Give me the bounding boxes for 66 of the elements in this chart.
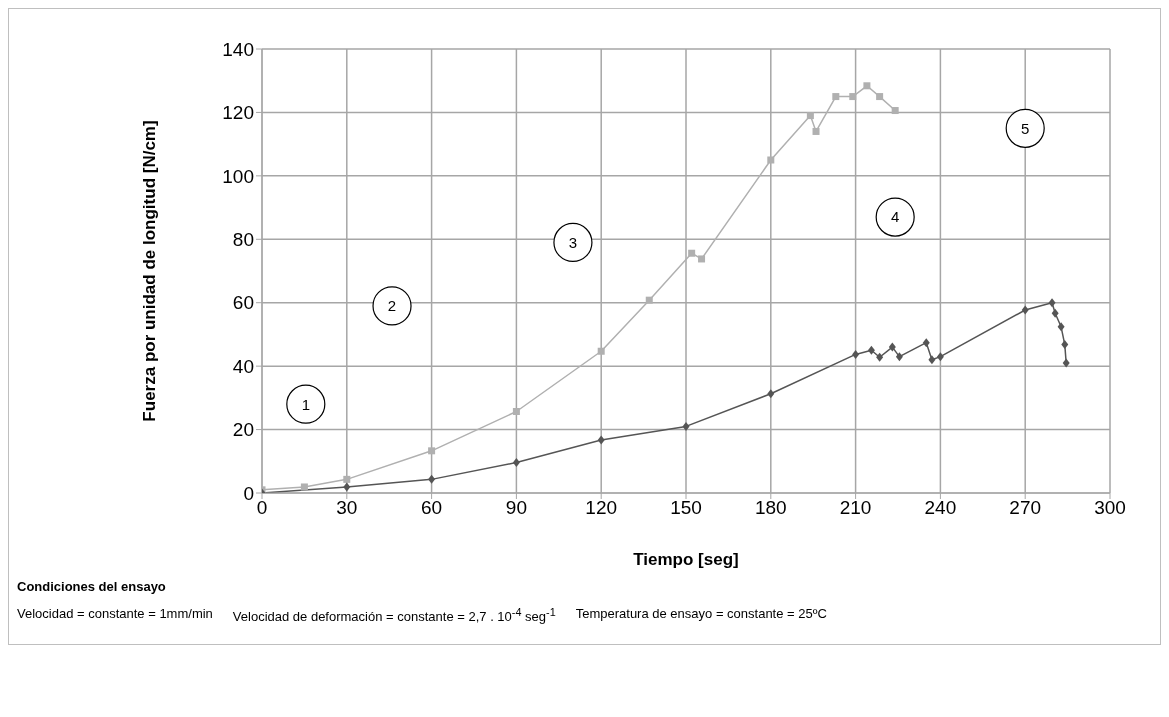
point — [876, 93, 884, 101]
x-tick-label: 120 — [585, 497, 618, 519]
point — [597, 435, 605, 445]
point — [806, 112, 814, 120]
x-tick-label: 90 — [505, 497, 527, 519]
annotation: 2 — [387, 297, 397, 315]
x-tick-label: 240 — [924, 497, 957, 519]
y-axis-title: Fuerza por unidad de longitud [N/cm] — [140, 120, 160, 422]
annotation: 3 — [568, 233, 578, 251]
point — [891, 107, 899, 115]
point — [682, 421, 690, 431]
point — [928, 355, 936, 365]
x-tick-label: 180 — [754, 497, 787, 519]
point — [343, 475, 351, 483]
point — [812, 127, 820, 135]
point — [767, 156, 775, 164]
point — [867, 345, 875, 355]
x-tick-label: 300 — [1094, 497, 1126, 519]
text: Condiciones del ensayo — [17, 579, 167, 594]
y-tick-label: 100 — [222, 165, 254, 187]
point — [1051, 308, 1059, 318]
point — [343, 482, 351, 492]
point — [300, 483, 308, 491]
annotation: 1 — [301, 395, 310, 413]
x-tick-label: 150 — [670, 497, 702, 519]
y-tick-label: 0 — [243, 482, 254, 504]
point — [698, 255, 706, 263]
text: Temperatura de ensayo = constante = 25ºC — [575, 606, 827, 623]
point — [1021, 305, 1029, 315]
y-tick-label: 140 — [222, 38, 254, 60]
x-tick-label: 60 — [421, 497, 443, 519]
annotation: 5 — [1021, 119, 1030, 137]
point — [767, 389, 775, 399]
text: Velocidad = constante = 1mm/min — [17, 606, 213, 623]
point — [512, 458, 520, 468]
x-axis-title: Tiempo [seg] — [633, 550, 739, 569]
y-tick-label: 20 — [232, 419, 254, 441]
point — [1062, 358, 1070, 368]
point — [428, 474, 436, 484]
point — [876, 352, 884, 362]
point — [922, 338, 930, 348]
x-tick-label: 270 — [1009, 497, 1042, 519]
point — [1061, 340, 1069, 350]
point — [895, 352, 903, 362]
point — [1048, 298, 1056, 308]
text: Velocidad de deformación = constante = 2,7 . 10$^{-4}$ seg$^{-1}$ — [232, 606, 556, 625]
point — [1057, 322, 1065, 332]
point — [597, 347, 605, 355]
point — [849, 93, 857, 101]
point — [832, 93, 840, 101]
annotation: 4 — [891, 208, 900, 226]
point — [428, 447, 436, 455]
point — [936, 352, 944, 362]
y-tick-label: 120 — [222, 102, 254, 124]
x-tick-label: 0 — [256, 497, 268, 519]
point — [512, 407, 520, 415]
point — [852, 349, 860, 359]
y-tick-label: 80 — [232, 229, 254, 251]
y-tick-label: 40 — [232, 355, 254, 377]
point — [863, 82, 871, 90]
point — [888, 342, 896, 352]
x-tick-label: 30 — [336, 497, 358, 519]
point — [688, 249, 696, 257]
y-tick-label: 60 — [232, 292, 254, 314]
point — [645, 296, 653, 304]
x-tick-label: 210 — [839, 497, 872, 519]
